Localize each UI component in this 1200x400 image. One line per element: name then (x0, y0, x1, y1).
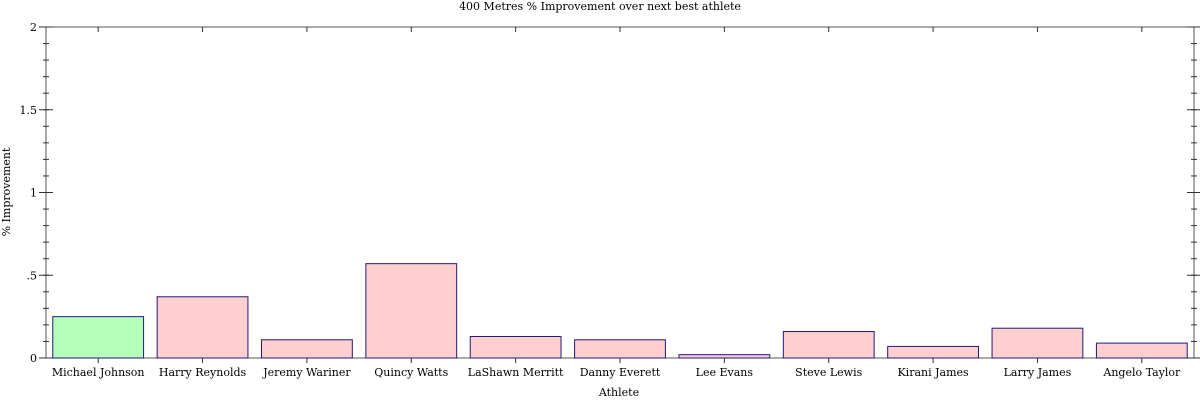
bar (469, 335, 562, 359)
x-tick-label: Lee Evans (696, 366, 754, 379)
y-tick-label: 1 (30, 187, 37, 200)
x-tick-label: Danny Everett (580, 366, 661, 379)
chart-title: 400 Metres % Improvement over next best … (459, 0, 741, 13)
x-axis-label: Athlete (598, 386, 639, 399)
x-tick-label: LaShawn Merritt (468, 366, 564, 379)
bar (1095, 342, 1188, 359)
x-tick-label: Kirani James (897, 366, 969, 379)
x-tick-label: Michael Johnson (52, 366, 145, 379)
plot-area: 0 .5 1 1.5 2 Michael Johnson Harry Reynolds Jer… (20, 21, 1200, 379)
x-tick-label: Jeremy Wariner (262, 366, 351, 379)
x-tick-label: Quincy Watts (374, 366, 448, 379)
bar (261, 339, 353, 359)
bar (678, 354, 771, 359)
bar (991, 327, 1084, 359)
x-tick-label: Steve Lewis (795, 366, 862, 379)
x-tick-label: Harry Reynolds (159, 366, 247, 379)
bar (782, 331, 875, 359)
y-tick-label: 2 (30, 21, 37, 34)
bar (156, 296, 249, 359)
y-tick-label: 0 (30, 352, 37, 365)
y-tick-label: 1.5 (20, 104, 38, 117)
x-tick-label: Angelo Taylor (1102, 366, 1181, 379)
bar (887, 345, 979, 359)
bar (574, 339, 666, 359)
bar (52, 316, 145, 359)
x-tick-label: Larry James (1004, 366, 1072, 379)
y-tick-label: .5 (27, 269, 38, 282)
y-axis-label: % Improvement (0, 147, 13, 236)
bar (365, 263, 458, 359)
